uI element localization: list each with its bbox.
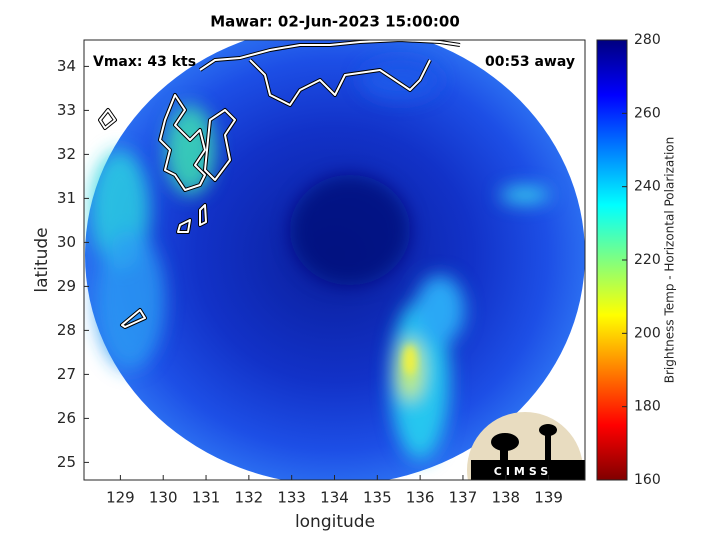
x-tick-label: 130 [149,489,178,507]
x-tick-label: 132 [235,489,264,507]
annotation: Vmax: 43 kts [93,54,196,70]
y-tick-label: 34 [57,57,76,75]
satellite-image: CIMSS [85,40,585,480]
colorbar-tick-label: 160 [634,472,661,488]
colorbar-tick-label: 260 [634,105,661,121]
x-tick-label: 137 [449,489,478,507]
annotation: 00:53 away [485,54,575,70]
y-axis-label: latitude [32,227,52,292]
colorbar-tick-label: 180 [634,399,661,415]
y-tick-label: 25 [57,453,76,471]
x-tick-label: 139 [534,489,563,507]
x-tick-label: 134 [320,489,349,507]
y-tick-label: 31 [57,189,76,207]
colorbar-tick-label: 280 [634,32,661,48]
colorbar-tick-label: 220 [634,252,661,268]
y-tick-label: 28 [57,321,76,339]
y-tick-label: 30 [57,233,76,251]
chart-title: Mawar: 02-Jun-2023 15:00:00 [210,13,460,31]
logo [467,412,585,480]
x-axis-label: longitude [295,512,375,532]
y-tick-label: 26 [57,409,76,427]
colorbar-label: Brightness Temp - Horizontal Polarizatio… [663,137,677,384]
y-tick-label: 29 [57,277,76,295]
x-tick-label: 135 [363,489,392,507]
colorbar-tick-label: 240 [634,179,661,195]
y-tick-label: 33 [57,101,76,119]
colorbar-tick-label: 200 [634,325,661,341]
x-tick-label: 136 [406,489,435,507]
y-tick-label: 27 [57,365,76,383]
x-tick-label: 131 [192,489,221,507]
logo-text: CIMSS [494,465,552,478]
x-tick-label: 138 [491,489,520,507]
y-tick-label: 32 [57,145,76,163]
x-tick-label: 129 [106,489,135,507]
x-tick-label: 133 [277,489,306,507]
